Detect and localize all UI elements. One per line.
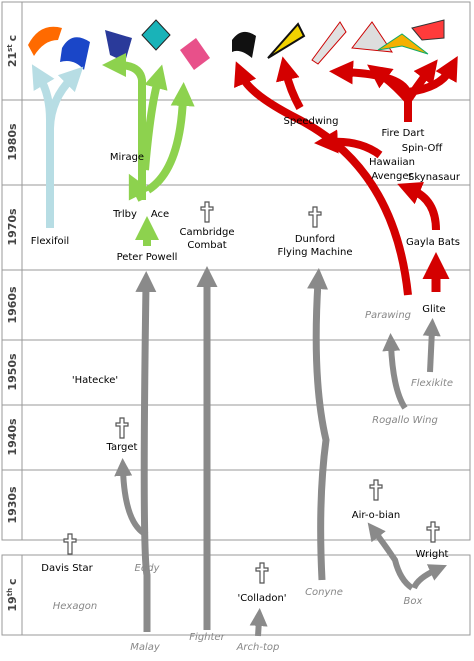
node-label: Dunford Flying Machine	[278, 234, 353, 258]
node-line: Combat	[187, 240, 226, 251]
cross-icon	[115, 417, 129, 439]
node-label: Box	[404, 596, 423, 607]
node-label: Spin-Off	[402, 143, 444, 154]
node-line: Flying Machine	[278, 247, 353, 258]
arrow	[141, 64, 168, 171]
node-line: Hawaiian	[369, 157, 415, 168]
kite-icon	[351, 21, 394, 53]
arrow	[397, 182, 440, 231]
node-label: Trlby	[112, 209, 137, 220]
era-label: 1930s	[6, 486, 19, 524]
era-suffix: st	[6, 44, 14, 52]
arrow	[249, 608, 268, 637]
node-label: Parawing	[365, 310, 411, 321]
cross-icon	[255, 562, 269, 584]
node-line: Dunford	[295, 234, 335, 245]
node-label: Eddy	[135, 563, 161, 574]
era-label: 1980s	[6, 123, 19, 161]
era-label: 1940s	[6, 418, 19, 456]
node-label: Fighter	[189, 632, 225, 643]
arrow	[382, 333, 408, 410]
node-label: Flexikite	[411, 378, 453, 389]
node-label: 'Hatecke'	[72, 375, 118, 386]
cross-icon	[308, 206, 322, 228]
node-label: Cambridge Combat	[180, 227, 235, 251]
arrow	[411, 564, 447, 590]
kite-icons	[28, 19, 445, 70]
row	[1, 469, 471, 541]
arrow	[422, 318, 441, 373]
arrow	[314, 129, 383, 159]
kite-icon	[141, 19, 171, 51]
arrow	[114, 458, 149, 538]
cross-icon	[200, 201, 214, 223]
era-label: 21st c	[6, 35, 19, 67]
arrow	[367, 522, 414, 591]
nodes: Flexifoil Mirage Trlby Ace Peter Powell …	[31, 116, 461, 653]
arrow	[407, 56, 458, 96]
era-labels: 21st c 1980s 1970s 1960s 1950s 1940s 1930…	[6, 35, 19, 612]
era-unit: c	[6, 578, 19, 585]
arrow	[307, 268, 330, 581]
era-suffix: th	[6, 588, 14, 596]
era-number: 19	[6, 596, 19, 611]
node-label: Glite	[422, 304, 445, 315]
arrow	[128, 173, 151, 202]
node-label: Hawaiian Avenger	[369, 157, 415, 182]
node-label: Flexifoil	[31, 236, 69, 247]
node-label: Air-o-bian	[352, 510, 400, 521]
node-label: 'Colladon'	[237, 593, 286, 604]
cross-icon	[369, 479, 383, 501]
node-label: Wright	[416, 549, 449, 560]
row	[1, 554, 471, 636]
node-label: Davis Star	[41, 563, 93, 574]
node-line: Cambridge	[180, 227, 235, 238]
arrow	[276, 56, 304, 110]
era-label: 1960s	[6, 286, 19, 324]
kite-icon	[60, 37, 90, 70]
era-rows	[1, 1, 471, 636]
node-label: Target	[106, 442, 138, 453]
era-label: 19th c	[6, 578, 19, 611]
kite-icon	[377, 33, 429, 55]
kite-icon	[105, 30, 132, 62]
node-label: Malay	[130, 642, 161, 653]
era-unit: c	[6, 35, 19, 42]
kite-icon	[311, 21, 347, 65]
cross-icon	[426, 521, 440, 543]
era-label: 1950s	[6, 353, 19, 391]
arrow	[404, 59, 438, 103]
era-number: 21	[6, 52, 19, 67]
node-label: Peter Powell	[117, 252, 178, 263]
node-label: Conyne	[305, 587, 343, 598]
arrow	[46, 66, 84, 131]
node-label: Speedwing	[284, 116, 339, 127]
kite-icon	[28, 26, 62, 56]
node-label: Hexagon	[53, 601, 98, 612]
kite-icon	[267, 22, 306, 59]
node-label: Mirage	[110, 152, 144, 163]
node-label: Arch-top	[236, 642, 280, 653]
node-label: Skynasaur	[408, 172, 461, 183]
era-label: 1970s	[6, 208, 19, 246]
row	[1, 269, 471, 341]
arrows	[31, 53, 458, 637]
node-label: Gayla Bats	[406, 237, 460, 248]
arrow	[135, 271, 157, 632]
cross-icon	[63, 533, 77, 555]
node-label: Fire Dart	[382, 128, 425, 139]
node-label: Rogallo Wing	[372, 415, 438, 426]
arrow	[102, 53, 146, 200]
node-label: Ace	[151, 209, 169, 220]
node-line: Avenger	[371, 171, 413, 182]
arrow	[329, 60, 412, 122]
kite-icon	[411, 19, 445, 41]
arrow	[145, 82, 195, 194]
kite-icon	[232, 31, 256, 58]
kite-icon	[180, 38, 210, 70]
crosses	[63, 201, 440, 584]
